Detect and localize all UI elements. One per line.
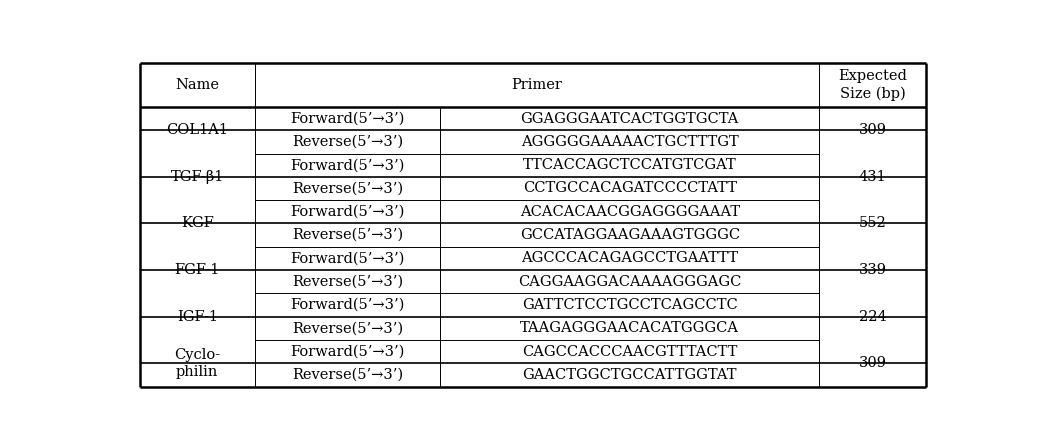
Text: Forward(5’→3’): Forward(5’→3’) [290, 298, 405, 312]
Text: Forward(5’→3’): Forward(5’→3’) [290, 205, 405, 219]
Text: Reverse(5’→3’): Reverse(5’→3’) [292, 228, 404, 242]
Text: Forward(5’→3’): Forward(5’→3’) [290, 345, 405, 358]
Text: 309: 309 [859, 356, 887, 370]
Text: TTCACCAGCTCCATGTCGAT: TTCACCAGCTCCATGTCGAT [523, 158, 736, 172]
Text: 224: 224 [859, 310, 887, 324]
Text: COL1A1: COL1A1 [166, 123, 229, 137]
Text: 309: 309 [859, 123, 887, 137]
Text: FGF-1: FGF-1 [175, 263, 220, 277]
Text: 552: 552 [859, 217, 887, 230]
Text: 339: 339 [859, 263, 887, 277]
Text: GCCATAGGAAGAAAGTGGGC: GCCATAGGAAGAAAGTGGGC [520, 228, 739, 242]
Text: Name: Name [176, 78, 219, 92]
Text: TGF-β1: TGF-β1 [171, 170, 224, 184]
Text: CAGCCACCCAACGTTTACTT: CAGCCACCCAACGTTTACTT [522, 345, 737, 358]
Text: ACACACAACGGAGGGGAAAT: ACACACAACGGAGGGGAAAT [520, 205, 739, 219]
Text: AGCCCACAGAGCCTGAATTT: AGCCCACAGAGCCTGAATTT [521, 251, 738, 265]
Text: Forward(5’→3’): Forward(5’→3’) [290, 111, 405, 126]
Text: 431: 431 [859, 170, 887, 184]
Text: Reverse(5’→3’): Reverse(5’→3’) [292, 368, 404, 382]
Text: Cyclo-
philin: Cyclo- philin [175, 347, 220, 379]
Text: Reverse(5’→3’): Reverse(5’→3’) [292, 321, 404, 335]
Text: Reverse(5’→3’): Reverse(5’→3’) [292, 135, 404, 149]
Text: IGF-1: IGF-1 [177, 310, 217, 324]
Text: GATTCTCCTGCCTCAGCCTC: GATTCTCCTGCCTCAGCCTC [522, 298, 737, 312]
Text: KGF: KGF [181, 217, 214, 230]
Text: GGAGGGAATCACTGGTGCTA: GGAGGGAATCACTGGTGCTA [521, 111, 738, 126]
Text: TAAGAGGGAACACATGGGCA: TAAGAGGGAACACATGGGCA [520, 321, 739, 335]
Text: Primer: Primer [512, 78, 563, 92]
Text: CAGGAAGGACAAAAGGGAGC: CAGGAAGGACAAAAGGGAGC [518, 274, 742, 289]
Text: Reverse(5’→3’): Reverse(5’→3’) [292, 182, 404, 195]
Text: GAACTGGCTGCCATTGGTAT: GAACTGGCTGCCATTGGTAT [522, 368, 737, 382]
Text: Forward(5’→3’): Forward(5’→3’) [290, 251, 405, 265]
Text: Forward(5’→3’): Forward(5’→3’) [290, 158, 405, 172]
Text: Expected
Size (bp): Expected Size (bp) [838, 69, 907, 101]
Text: Reverse(5’→3’): Reverse(5’→3’) [292, 274, 404, 289]
Text: CCTGCCACAGATCCCCTATT: CCTGCCACAGATCCCCTATT [523, 182, 736, 195]
Text: AGGGGGAAAAACTGCTTTGT: AGGGGGAAAAACTGCTTTGT [521, 135, 738, 149]
